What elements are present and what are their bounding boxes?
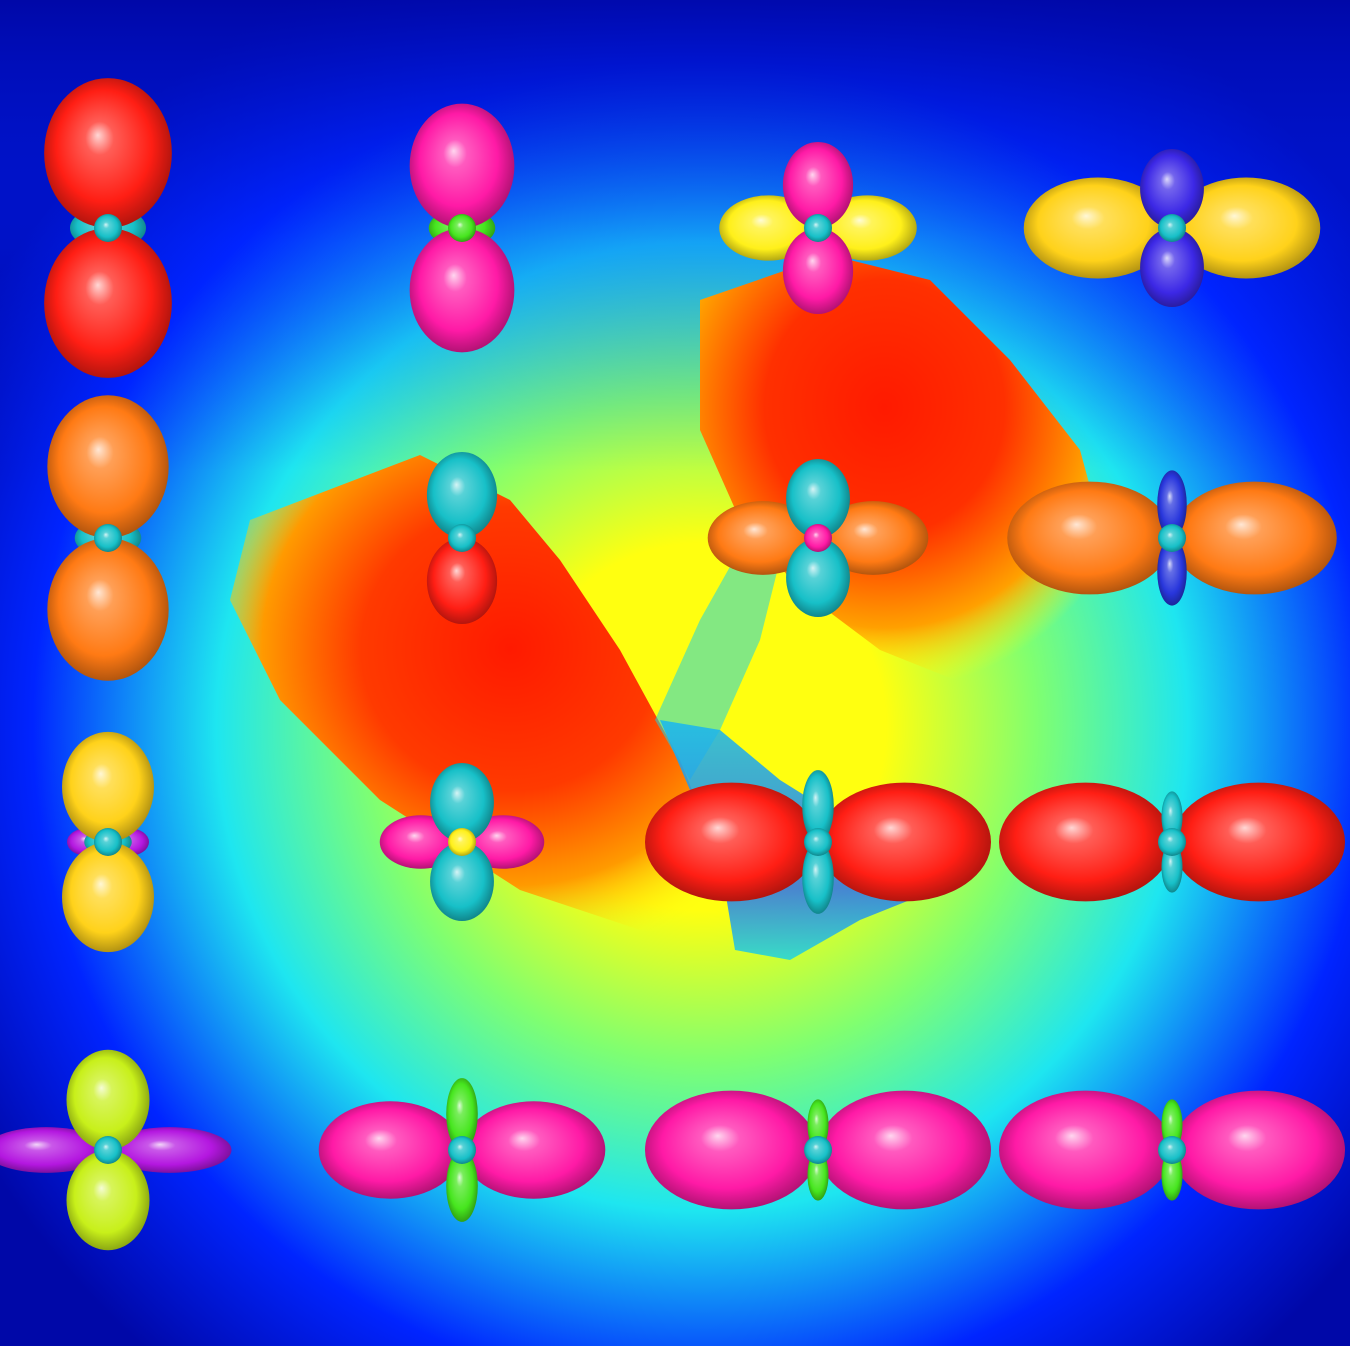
glyph-r0c2-center [804, 214, 832, 242]
glyph-r1c3-lobe-bottom [1157, 538, 1187, 606]
glyph-r2c2-lobe-left [645, 782, 818, 902]
glyph-r0c1-lobe-bottom [409, 227, 515, 353]
glyph-r3c3-lobe-left [999, 1090, 1172, 1210]
glyph-r1c0-lobe-bottom [47, 538, 169, 681]
glyph-r1c2-center [804, 524, 832, 552]
glyph-r1c2-lobe-top [786, 459, 850, 538]
glyph-r2c2-center [804, 828, 832, 856]
glyph-r3c0-lobe-bottom [66, 1150, 150, 1251]
glyph-r3c1-center [448, 1136, 476, 1164]
glyph-r2c1-center [448, 828, 476, 856]
glyph-r3c3-center [1158, 1136, 1186, 1164]
glyph-r0c3-lobe-bottom [1140, 228, 1204, 307]
glyph-r0c1-center [448, 214, 476, 242]
glyph-r1c3-center [1158, 524, 1186, 552]
glyph-r2c3-lobe-right [1172, 782, 1345, 902]
glyph-r3c1-lobe-top [446, 1078, 478, 1150]
glyph-r1c3-lobe-top [1157, 470, 1187, 538]
glyph-grid [0, 78, 1345, 1251]
glyph-r1c1-lobe-top [426, 451, 498, 538]
glyph-r3c0-lobe-top [66, 1049, 150, 1150]
glyph-r0c3-lobe-top [1140, 149, 1204, 228]
glyph-r1c0-lobe-top [47, 395, 169, 538]
glyph-r1c3-lobe-left [1007, 481, 1172, 595]
glyph-r1c1-center [448, 524, 476, 552]
glyph-r3c0-center [94, 1136, 122, 1164]
glyph-r2c1-lobe-bottom [430, 842, 494, 921]
glyph-r2c2-lobe-right [818, 782, 991, 902]
glyph-r0c1-lobe-top [409, 103, 515, 228]
glyph-r3c1-lobe-bottom [446, 1150, 478, 1222]
glyph-r1c2-lobe-left [707, 501, 818, 575]
glyph-r3c0-lobe-left [0, 1127, 108, 1173]
ridge-fold-shadow [655, 540, 780, 780]
glyph-r2c2-lobe-top [802, 770, 834, 842]
glyph-r1c3-lobe-right [1172, 481, 1337, 595]
glyph-r1c1-lobe-bottom [426, 538, 498, 625]
glyph-r0c0-lobe-top [44, 78, 172, 228]
glyph-r3c2-lobe-left [645, 1090, 818, 1210]
glyph-r2c2-lobe-bottom [802, 842, 834, 914]
glyph-r1c2-lobe-right [818, 501, 929, 575]
glyph-r0c3-lobe-right [1172, 177, 1321, 279]
glyph-r0c0-lobe-bottom [44, 228, 172, 378]
glyph-r3c1-lobe-left [318, 1101, 462, 1199]
glyph-r3c1-lobe-right [462, 1101, 606, 1199]
glyph-r1c0-center [94, 524, 122, 552]
glyph-r0c2-lobe-top [782, 141, 854, 228]
glyph-r0c3-lobe-left [1023, 177, 1172, 279]
glyph-r2c0-center [94, 828, 122, 856]
glyph-r0c3-center [1158, 214, 1186, 242]
glyph-r2c0-lobe-bottom [62, 842, 154, 953]
glyph-r3c2-lobe-right [818, 1090, 991, 1210]
glyph-r3c3-lobe-right [1172, 1090, 1345, 1210]
glyph-r2c3-lobe-left [999, 782, 1172, 902]
glyph-r0c0-center [94, 214, 122, 242]
glyph-r0c2-lobe-bottom [782, 228, 854, 315]
glyph-r2c0-lobe-top [62, 731, 154, 842]
ridge-left-lobe [230, 455, 740, 940]
glyph-r3c2-center [804, 1136, 832, 1164]
glyph-r3c0-lobe-right [108, 1127, 232, 1173]
glyph-r1c2-lobe-bottom [786, 538, 850, 617]
glyph-r2c1-lobe-top [430, 763, 494, 843]
glyph-r2c3-center [1158, 828, 1186, 856]
